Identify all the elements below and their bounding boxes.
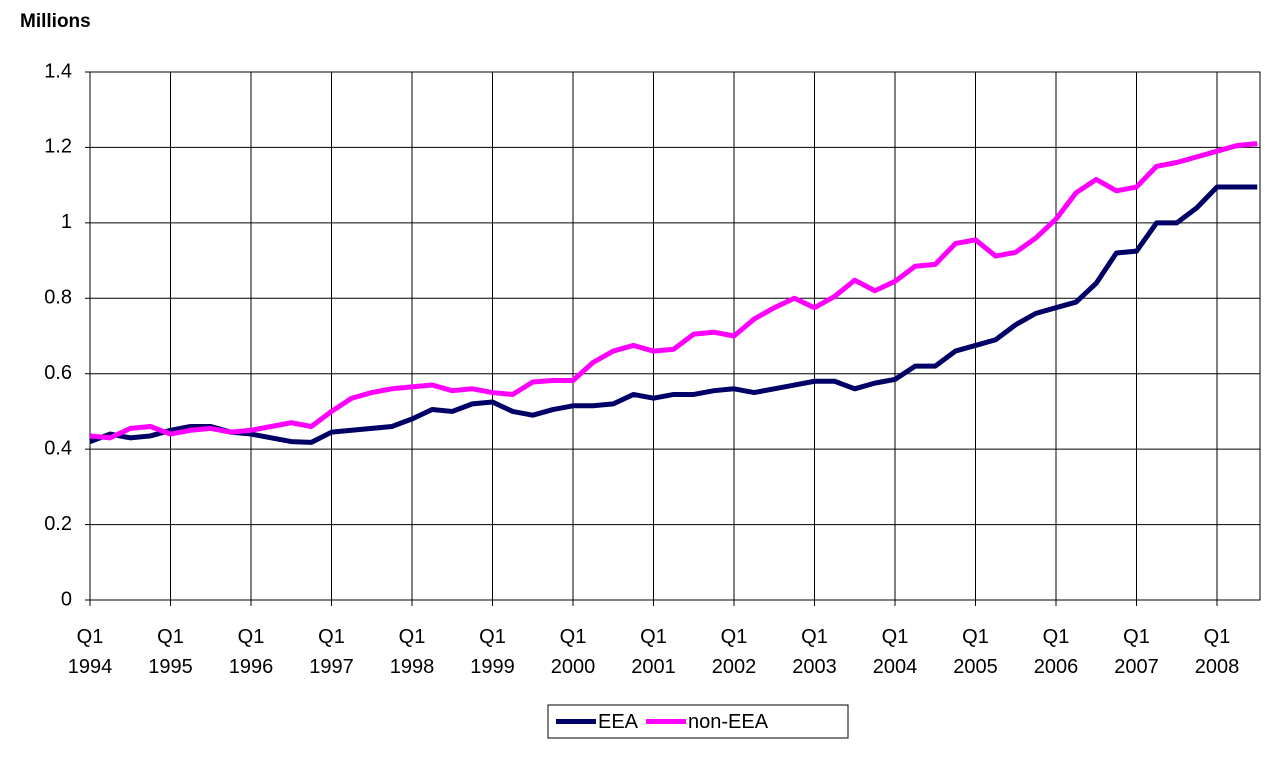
x-tick-label: Q1 1996 (228, 626, 274, 678)
x-tick-label: Q1 2008 (1194, 626, 1240, 678)
x-tick-label: Q1 2004 (872, 626, 918, 678)
x-tick-label: Q1 1995 (148, 626, 193, 678)
x-tick-label: Q1 1994 (67, 626, 113, 678)
series-line (89, 184, 1258, 445)
y-tick-label: 0 (61, 588, 72, 610)
x-tick-label: Q1 2005 (953, 626, 998, 678)
y-tick-label: 0.6 (44, 362, 72, 384)
y-tick-label: 0.8 (44, 287, 72, 309)
x-tick-label: Q1 2007 (1114, 626, 1159, 678)
x-tick-label: Q1 1999 (470, 626, 515, 678)
x-tick-label: Q1 2000 (550, 626, 596, 678)
y-tick-label: 0.2 (44, 513, 72, 535)
x-tick-label: Q1 2001 (631, 626, 676, 678)
x-tick-label: Q1 2006 (1033, 626, 1079, 678)
x-tick-label: Q1 1998 (389, 626, 435, 678)
legend-box (547, 704, 849, 739)
y-tick-label: 0.4 (44, 437, 72, 459)
x-tick-label: Q1 2002 (711, 626, 757, 678)
y-tick-label: 1 (61, 211, 72, 233)
x-tick-label: Q1 1997 (309, 626, 354, 678)
y-tick-label: 1.4 (44, 60, 72, 82)
y-tick-label: 1.2 (44, 136, 72, 158)
legend-label: EEA (598, 711, 639, 733)
x-tick-label: Q1 2003 (792, 626, 837, 678)
plot-area (89, 71, 1261, 601)
legend-label: non-EEA (688, 711, 769, 733)
chart-title: Millions (20, 11, 91, 32)
series-line (89, 141, 1258, 441)
